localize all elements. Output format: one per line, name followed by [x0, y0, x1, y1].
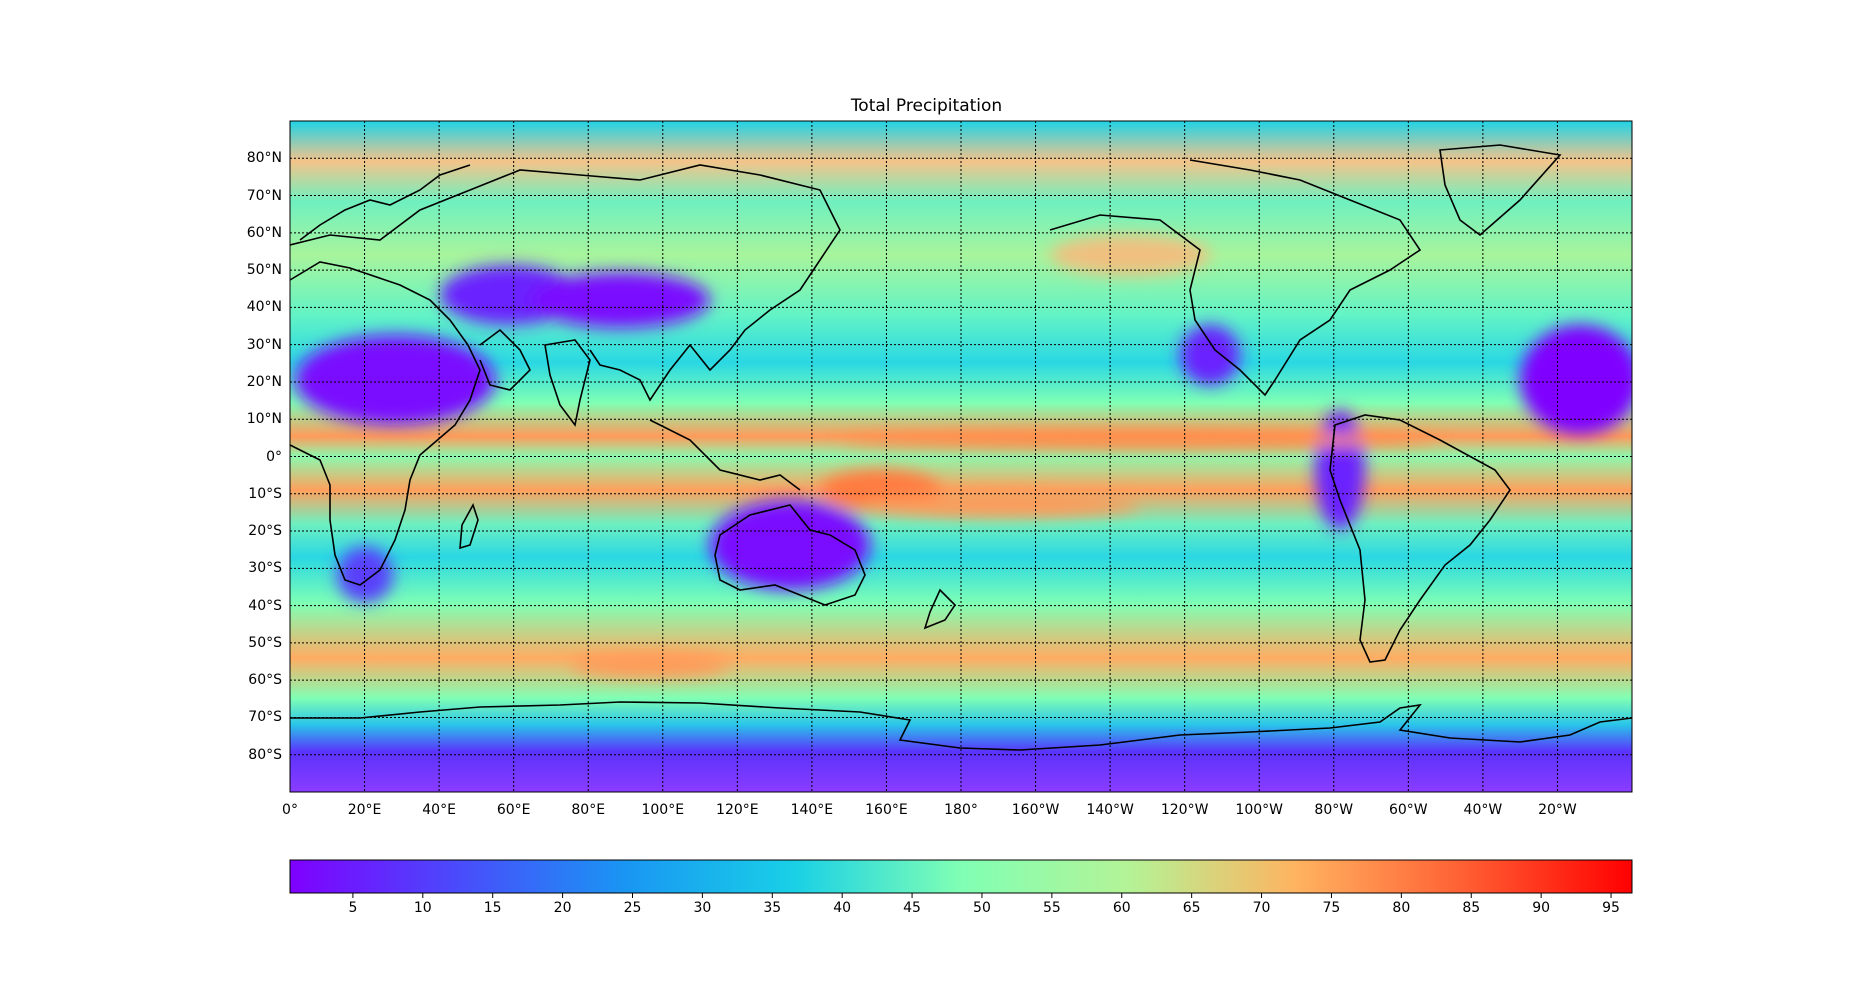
colorbar-tick-label: 40 — [833, 900, 852, 916]
colorbar-gradient — [290, 860, 1632, 893]
colorbar-tick-label: 15 — [483, 900, 502, 916]
colorbar-tick-label: 70 — [1252, 900, 1271, 916]
asia-coast — [290, 164, 841, 402]
lon-label: 120°W — [1160, 802, 1209, 818]
southamerica-coast — [1329, 414, 1511, 663]
lon-label: 180° — [944, 802, 978, 818]
colorbar-tick-label: 50 — [973, 900, 991, 916]
colorbar-tick-label: 5 — [348, 900, 358, 916]
greenland-coast — [1439, 144, 1562, 237]
lon-label: 0° — [282, 802, 298, 818]
coastlines — [290, 144, 1632, 751]
colorbar — [289, 859, 1633, 898]
lon-label: 20°W — [1538, 802, 1577, 818]
lat-label: 60°S — [248, 672, 282, 689]
lon-label: 80°E — [571, 802, 606, 818]
map-panel — [290, 121, 1632, 792]
colorbar-tick-label: 10 — [413, 900, 432, 916]
colorbar-ticks — [352, 893, 1612, 898]
colorbar-tick-label: 85 — [1462, 900, 1481, 916]
lat-label: 30°S — [248, 560, 282, 577]
colorbar-tick-label: 75 — [1322, 900, 1341, 916]
lat-label: 30°N — [246, 336, 282, 353]
africa-coast — [290, 261, 481, 586]
map-title: Total Precipitation — [850, 96, 1003, 116]
lon-label: 120°E — [716, 802, 759, 818]
lat-label: 50°N — [246, 262, 282, 279]
map-frame — [289, 120, 1633, 793]
lat-label: 70°S — [248, 709, 282, 726]
lat-label: 0° — [266, 448, 282, 465]
lon-label: 60°W — [1388, 802, 1428, 818]
lon-label: 160°W — [1011, 802, 1060, 818]
lat-label: 20°S — [248, 523, 282, 540]
colorbar-tick-label: 60 — [1112, 900, 1131, 916]
colorbar-tick-label: 25 — [623, 900, 642, 916]
australia-coast — [714, 504, 866, 606]
precip-features — [295, 235, 1632, 677]
lon-label: 40°E — [422, 802, 456, 818]
newzealand-coast — [923, 588, 957, 630]
arabia-coast — [479, 328, 531, 391]
lon-label: 140°E — [790, 802, 834, 818]
colorbar-frame — [289, 859, 1633, 894]
indonesia-coast — [649, 419, 801, 491]
europe-coast — [299, 164, 471, 241]
lat-label: 40°S — [248, 597, 282, 614]
lat-label: 20°N — [246, 373, 282, 390]
colorbar-tick-label: 35 — [763, 900, 782, 916]
lon-label: 140°W — [1086, 802, 1134, 818]
lat-label: 10°N — [246, 411, 282, 428]
lon-label: 20°E — [347, 802, 382, 818]
northamerica-coast — [1049, 159, 1422, 397]
lat-label: 70°N — [246, 187, 282, 204]
colorbar-tick-label: 30 — [693, 900, 712, 916]
colorbar-tick-label: 55 — [1042, 900, 1061, 916]
colorbar-tick-label: 90 — [1532, 900, 1551, 916]
colorbar-tick-label: 80 — [1392, 900, 1411, 916]
lon-label: 100°E — [641, 802, 685, 818]
lat-label: 40°N — [246, 299, 282, 316]
colorbar-tick-label: 20 — [553, 900, 572, 916]
lat-label: 50°S — [248, 634, 282, 651]
colorbar-tick-label: 95 — [1602, 900, 1620, 916]
lat-label: 80°S — [248, 746, 282, 763]
colorbar-tick-label: 65 — [1182, 900, 1201, 916]
lat-label: 60°N — [246, 224, 282, 241]
lon-label: 40°W — [1463, 802, 1503, 818]
antarctica-coast — [290, 701, 1632, 751]
lon-label: 80°W — [1314, 802, 1354, 818]
lon-label: 100°W — [1235, 802, 1283, 818]
colorbar-tick-label: 45 — [903, 900, 921, 916]
india-coast — [544, 339, 591, 427]
lat-label: 10°S — [248, 485, 282, 502]
lon-label: 160°E — [865, 802, 908, 818]
lon-label: 60°E — [496, 802, 531, 818]
lat-label: 80°N — [246, 150, 282, 167]
madagascar-coast — [459, 503, 479, 550]
